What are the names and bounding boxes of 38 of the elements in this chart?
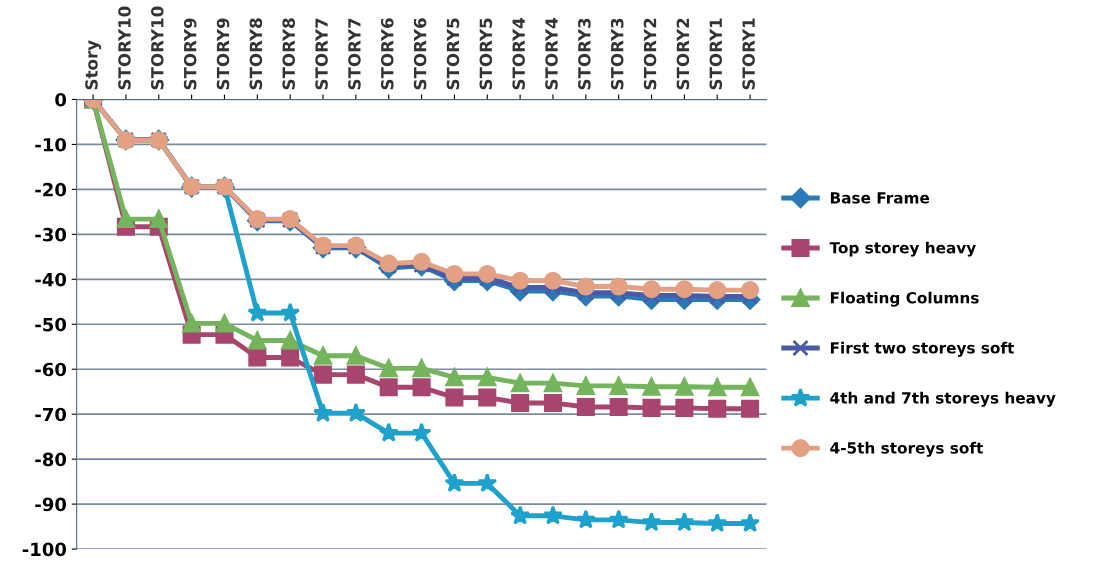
x-tick-label: STORY4 bbox=[512, 18, 525, 90]
x-tick-label: STORY2 bbox=[643, 18, 657, 90]
x-tick-label: STORY5 bbox=[446, 18, 460, 90]
legend-label: 4th and 7th storeys heavy bbox=[830, 391, 1056, 407]
y-tick-label: -60 bbox=[35, 362, 67, 377]
x-tick-label: STORY6 bbox=[380, 18, 394, 90]
legend-label: First two storeys soft bbox=[830, 341, 1015, 357]
x-tick-label: STORY5 bbox=[479, 18, 493, 90]
x-tick-label: STORY8 bbox=[249, 18, 263, 90]
legend-label: 4-5th storeys soft bbox=[830, 441, 983, 457]
x-tick-label: STORY3 bbox=[578, 18, 591, 90]
x-tick-label: STORY1 bbox=[742, 18, 755, 90]
y-tick-label: 0 bbox=[55, 92, 67, 107]
x-tick-label: STORY4 bbox=[545, 18, 558, 90]
y-tick-label: -30 bbox=[35, 227, 67, 242]
x-tick-label: STORY10 bbox=[118, 6, 131, 90]
y-tick-label: -70 bbox=[35, 407, 67, 422]
y-tick-label: -50 bbox=[35, 317, 67, 332]
x-tick-label: STORY9 bbox=[216, 18, 230, 90]
x-tick-label: STORY7 bbox=[315, 18, 328, 90]
legend-label: Floating Columns bbox=[830, 291, 979, 307]
x-tick-label: STORY9 bbox=[183, 18, 197, 90]
x-tick-label: STORY2 bbox=[676, 18, 690, 90]
x-tick-label: STORY6 bbox=[413, 18, 427, 90]
x-tick-label: STORY7 bbox=[348, 18, 361, 90]
y-tick-label: -100 bbox=[22, 542, 67, 557]
y-tick-label: -10 bbox=[35, 137, 67, 152]
y-tick-label: -20 bbox=[35, 182, 67, 197]
x-tick-label: STORY1 bbox=[709, 18, 723, 90]
y-tick-label: -90 bbox=[35, 497, 67, 512]
legend-label: Base Frame bbox=[830, 192, 930, 204]
legend-label: Top storey heavy bbox=[829, 241, 976, 257]
x-tick-label: STORY8 bbox=[282, 18, 296, 90]
x-tick-label: STORY10 bbox=[151, 6, 164, 90]
x-tick-label: Story bbox=[85, 40, 102, 90]
y-tick-label: -40 bbox=[35, 272, 67, 287]
x-tick-label: STORY3 bbox=[610, 18, 624, 90]
y-tick-label: -80 bbox=[35, 452, 67, 467]
